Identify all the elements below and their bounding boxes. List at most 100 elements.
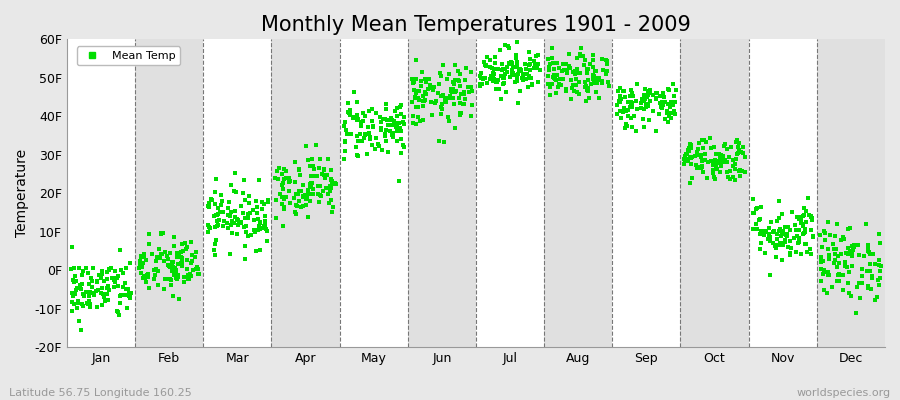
Point xyxy=(508,78,522,85)
Point xyxy=(172,296,186,302)
Point xyxy=(580,88,595,94)
Point xyxy=(362,107,376,114)
Point xyxy=(613,98,627,105)
Point xyxy=(83,301,97,308)
Point xyxy=(242,193,256,200)
Point xyxy=(436,62,450,68)
Point xyxy=(163,276,177,282)
Point xyxy=(542,67,556,73)
Point xyxy=(825,283,840,290)
Point xyxy=(174,260,188,266)
Point xyxy=(543,92,557,99)
Point xyxy=(680,157,695,163)
Point xyxy=(753,240,768,247)
Point xyxy=(509,38,524,45)
Point xyxy=(780,231,795,237)
Point xyxy=(788,235,802,242)
Point xyxy=(763,272,778,278)
Point xyxy=(238,255,252,262)
Point xyxy=(804,213,818,220)
Point xyxy=(842,248,857,254)
Point xyxy=(454,110,468,116)
Point xyxy=(201,228,215,235)
Point xyxy=(120,305,134,312)
Point xyxy=(420,86,435,92)
Point xyxy=(704,158,718,165)
Point xyxy=(733,173,747,179)
Point xyxy=(850,284,864,290)
Point xyxy=(871,276,886,283)
Point xyxy=(845,250,859,257)
Text: worldspecies.org: worldspecies.org xyxy=(796,388,891,398)
Point xyxy=(314,193,328,200)
Point xyxy=(132,265,147,271)
Point xyxy=(259,226,274,232)
Point xyxy=(368,146,382,152)
Point xyxy=(475,81,490,87)
Point xyxy=(525,82,539,88)
Point xyxy=(729,156,743,162)
Point xyxy=(655,99,670,105)
Point xyxy=(166,293,180,300)
Point xyxy=(747,210,761,216)
Point xyxy=(827,260,842,266)
Point xyxy=(231,220,246,226)
Point xyxy=(69,285,84,291)
Point xyxy=(410,95,425,102)
Point xyxy=(728,177,742,184)
Point xyxy=(685,175,699,181)
Point xyxy=(736,150,751,156)
Point xyxy=(661,119,675,126)
Point xyxy=(522,62,536,68)
Point xyxy=(681,144,696,151)
Point xyxy=(412,97,427,103)
Point xyxy=(341,110,356,116)
Point xyxy=(305,180,320,186)
Point xyxy=(638,102,652,108)
Point xyxy=(873,275,887,282)
Point xyxy=(614,114,628,121)
Point xyxy=(547,72,562,78)
Point xyxy=(641,101,655,108)
Point xyxy=(668,111,682,118)
Point xyxy=(258,219,273,226)
Point xyxy=(846,242,860,248)
Point xyxy=(97,298,112,304)
Point xyxy=(544,45,559,52)
Point xyxy=(448,77,463,83)
Point xyxy=(455,101,470,107)
Point xyxy=(386,134,400,141)
Point xyxy=(662,86,677,93)
Point xyxy=(707,174,722,180)
Point xyxy=(482,76,497,82)
Point xyxy=(300,194,314,201)
Point xyxy=(392,104,407,111)
Point xyxy=(746,196,760,202)
Point xyxy=(446,86,461,93)
Point xyxy=(713,169,727,175)
Point xyxy=(166,259,181,265)
Point xyxy=(770,231,784,237)
Point xyxy=(814,259,829,265)
Point xyxy=(561,67,575,73)
Point xyxy=(857,253,871,259)
Point xyxy=(614,95,628,102)
Point xyxy=(778,238,792,245)
Point xyxy=(116,284,130,290)
Point xyxy=(589,88,603,95)
Point xyxy=(770,242,784,248)
Point xyxy=(166,272,181,278)
Point xyxy=(749,206,763,212)
Point xyxy=(313,155,328,162)
Point xyxy=(845,263,859,269)
Point xyxy=(155,251,169,258)
Point xyxy=(847,244,861,251)
Point xyxy=(497,75,511,81)
Point xyxy=(227,220,241,226)
Point xyxy=(310,173,325,180)
Point xyxy=(73,281,87,288)
Point xyxy=(783,238,797,245)
Point xyxy=(484,73,499,80)
Point xyxy=(306,166,320,172)
Point xyxy=(306,186,320,193)
